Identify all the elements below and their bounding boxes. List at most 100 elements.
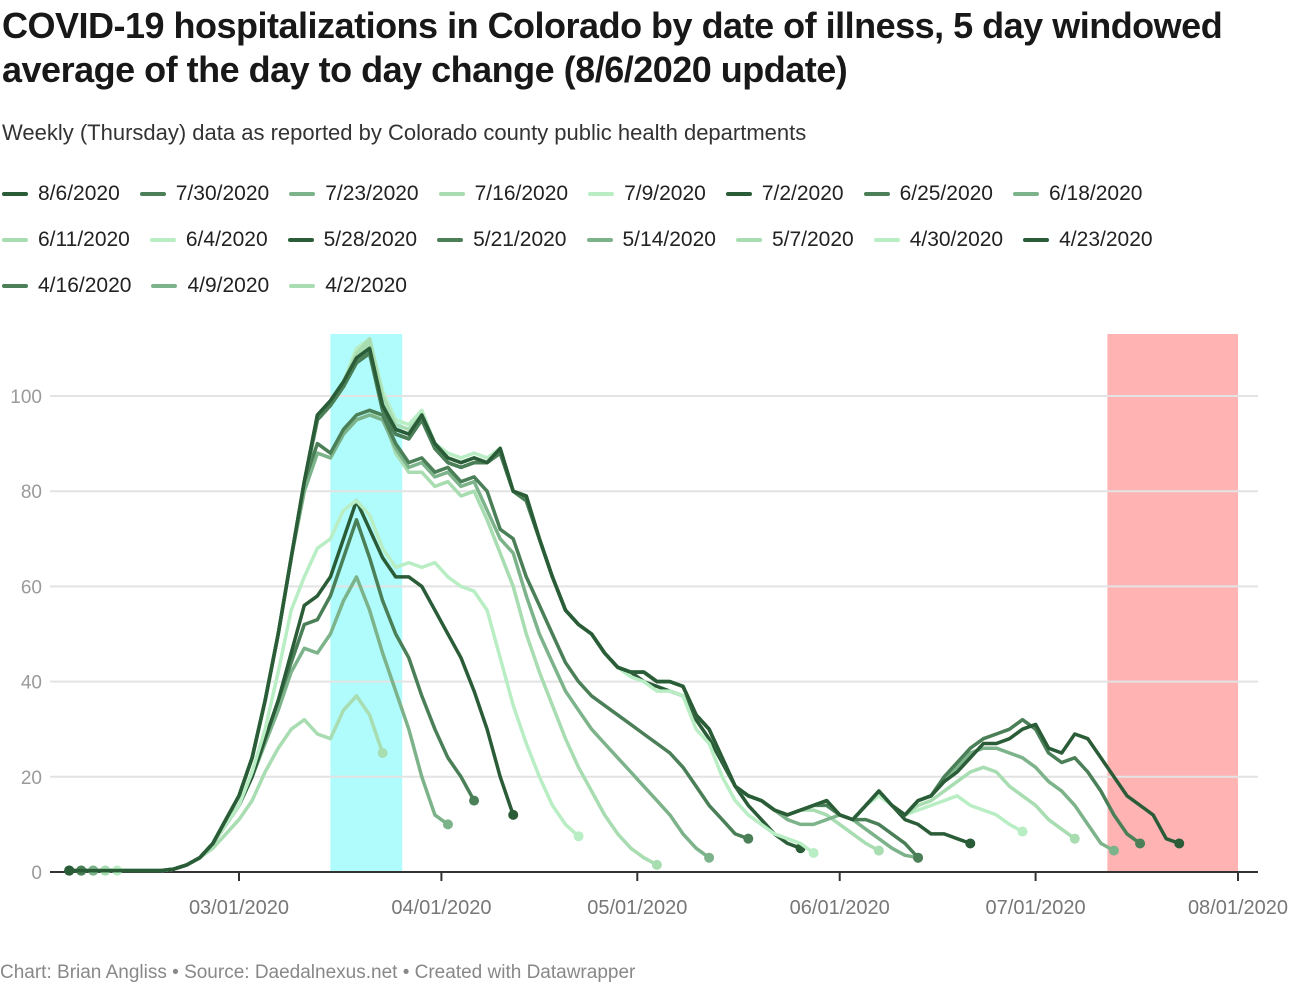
legend-label: 7/2/2020 bbox=[761, 182, 844, 205]
series-line[interactable] bbox=[67, 351, 1142, 873]
series-end-point[interactable] bbox=[508, 809, 519, 820]
series-end-point[interactable] bbox=[442, 819, 453, 830]
legend-item[interactable]: 6/4/2020 bbox=[149, 226, 268, 254]
chart-footer: Chart: Brian Angliss • Source: Daedalnex… bbox=[0, 962, 636, 983]
x-axis: 03/01/2020 04/01/2020 05/01/2020 06/01/2020… bbox=[50, 871, 1288, 919]
series-end-point[interactable] bbox=[704, 852, 715, 863]
legend-item[interactable]: 6/18/2020 bbox=[1013, 180, 1142, 208]
legend-swatch bbox=[287, 238, 314, 242]
legend-swatch bbox=[2, 192, 28, 196]
legend-swatch bbox=[149, 238, 176, 242]
legend-item[interactable]: 4/23/2020 bbox=[1023, 226, 1153, 254]
legend-swatch bbox=[588, 192, 615, 196]
legend-item[interactable]: 5/14/2020 bbox=[586, 226, 716, 254]
y-tick-label: 20 bbox=[21, 768, 42, 789]
legend-item[interactable]: 4/2/2020 bbox=[289, 272, 407, 300]
x-tick-label: 04/01/2020 bbox=[391, 897, 491, 919]
legend-item[interactable]: 6/11/2020 bbox=[2, 226, 130, 254]
legend-item[interactable]: 5/21/2020 bbox=[437, 226, 567, 254]
legend-swatch bbox=[289, 284, 316, 288]
legend-swatch bbox=[289, 192, 316, 196]
y-tick-label: 40 bbox=[21, 673, 42, 694]
legend-item[interactable]: 4/30/2020 bbox=[873, 226, 1004, 254]
legend-label: 6/4/2020 bbox=[185, 228, 268, 251]
legend-item[interactable]: 7/23/2020 bbox=[289, 180, 419, 208]
legend-item[interactable]: 7/9/2020 bbox=[588, 180, 706, 208]
legend-label: 5/14/2020 bbox=[622, 228, 716, 251]
series-end-point[interactable] bbox=[913, 852, 924, 863]
legend-label: 4/23/2020 bbox=[1059, 228, 1153, 251]
legend-label: 6/18/2020 bbox=[1049, 182, 1143, 205]
legend-item[interactable]: 5/28/2020 bbox=[287, 226, 418, 254]
chart-title: COVID-19 hospitalizations in Colorado by… bbox=[2, 5, 1223, 90]
series-line[interactable] bbox=[67, 337, 1077, 873]
legend-label: 6/11/2020 bbox=[38, 228, 130, 251]
legend-swatch bbox=[2, 284, 28, 288]
legend-label: 5/28/2020 bbox=[323, 228, 418, 251]
series-end-point[interactable] bbox=[808, 847, 819, 858]
series-line[interactable] bbox=[67, 341, 881, 873]
series-end-point[interactable] bbox=[377, 748, 388, 758]
chart-legend: 8/6/2020 7/30/2020 7/23/2020 7/16/2020 7/9/2… bbox=[2, 180, 1292, 300]
y-tick-label: 60 bbox=[21, 577, 42, 598]
series-end-point[interactable] bbox=[1017, 826, 1028, 837]
series-lines bbox=[64, 337, 1185, 876]
legend-item[interactable]: 4/16/2020 bbox=[2, 272, 131, 300]
legend-swatch bbox=[438, 192, 465, 196]
legend-label: 5/21/2020 bbox=[473, 228, 567, 251]
legend-swatch bbox=[735, 238, 762, 242]
series-end-point[interactable] bbox=[965, 838, 976, 849]
legend-item[interactable]: 6/25/2020 bbox=[863, 180, 993, 208]
series-end-point[interactable] bbox=[573, 831, 584, 842]
legend-swatch bbox=[437, 238, 464, 242]
series-end-point[interactable] bbox=[1069, 833, 1080, 844]
chart-subtitle: Weekly (Thursday) data as reported by Co… bbox=[2, 120, 807, 145]
legend-item[interactable]: 4/9/2020 bbox=[151, 272, 269, 300]
legend-item[interactable]: 5/7/2020 bbox=[735, 226, 854, 254]
legend-item[interactable]: 7/16/2020 bbox=[438, 180, 568, 208]
series-line[interactable] bbox=[67, 341, 816, 873]
line-chart: 0 20 40 60 80 100 03/01/2020 04/01/2020 05/01/2… bbox=[10, 334, 1288, 919]
gridlines bbox=[50, 395, 1258, 778]
legend-swatch bbox=[725, 192, 752, 196]
legend-label: 4/30/2020 bbox=[909, 228, 1004, 251]
series-end-point[interactable] bbox=[743, 833, 754, 844]
series-end-point[interactable] bbox=[873, 845, 884, 856]
legend-label: 4/9/2020 bbox=[187, 274, 270, 297]
legend-label: 4/16/2020 bbox=[38, 274, 132, 297]
legend-swatch bbox=[863, 192, 890, 196]
series-end-point[interactable] bbox=[1135, 838, 1146, 849]
legend-label: 5/7/2020 bbox=[771, 228, 854, 251]
legend-label: 7/9/2020 bbox=[624, 182, 706, 205]
series-start-point bbox=[64, 865, 75, 876]
legend-label: 6/25/2020 bbox=[899, 182, 993, 205]
legend-label: 7/23/2020 bbox=[325, 182, 419, 205]
y-axis-labels: 0 20 40 60 80 100 bbox=[10, 387, 42, 884]
y-tick-label: 100 bbox=[10, 387, 42, 408]
legend-swatch bbox=[873, 238, 900, 242]
x-tick-label: 08/01/2020 bbox=[1188, 897, 1288, 919]
legend-label: 7/30/2020 bbox=[175, 182, 270, 205]
series-line[interactable] bbox=[67, 346, 1181, 873]
series-end-point[interactable] bbox=[1174, 838, 1185, 849]
legend-swatch bbox=[139, 192, 166, 196]
legend-swatch bbox=[151, 284, 178, 288]
series-end-point[interactable] bbox=[1108, 845, 1119, 856]
legend-item[interactable]: 7/2/2020 bbox=[725, 180, 844, 208]
legend-swatch bbox=[1013, 192, 1039, 196]
legend-swatch bbox=[1023, 238, 1050, 242]
legend-item[interactable]: 8/6/2020 bbox=[2, 180, 120, 208]
y-tick-label: 0 bbox=[31, 863, 42, 884]
legend-label: 8/6/2020 bbox=[38, 182, 120, 205]
series-end-point[interactable] bbox=[651, 859, 662, 870]
legend-swatch bbox=[586, 238, 613, 242]
y-tick-label: 80 bbox=[21, 482, 42, 503]
series-line[interactable] bbox=[67, 408, 751, 873]
series-end-point[interactable] bbox=[469, 795, 480, 806]
legend-item[interactable]: 7/30/2020 bbox=[139, 180, 270, 208]
x-tick-label: 03/01/2020 bbox=[189, 897, 289, 919]
legend-label: 4/2/2020 bbox=[325, 274, 407, 297]
series-line[interactable] bbox=[67, 351, 920, 873]
x-tick-label: 07/01/2020 bbox=[986, 897, 1086, 919]
series-line[interactable] bbox=[67, 351, 920, 873]
